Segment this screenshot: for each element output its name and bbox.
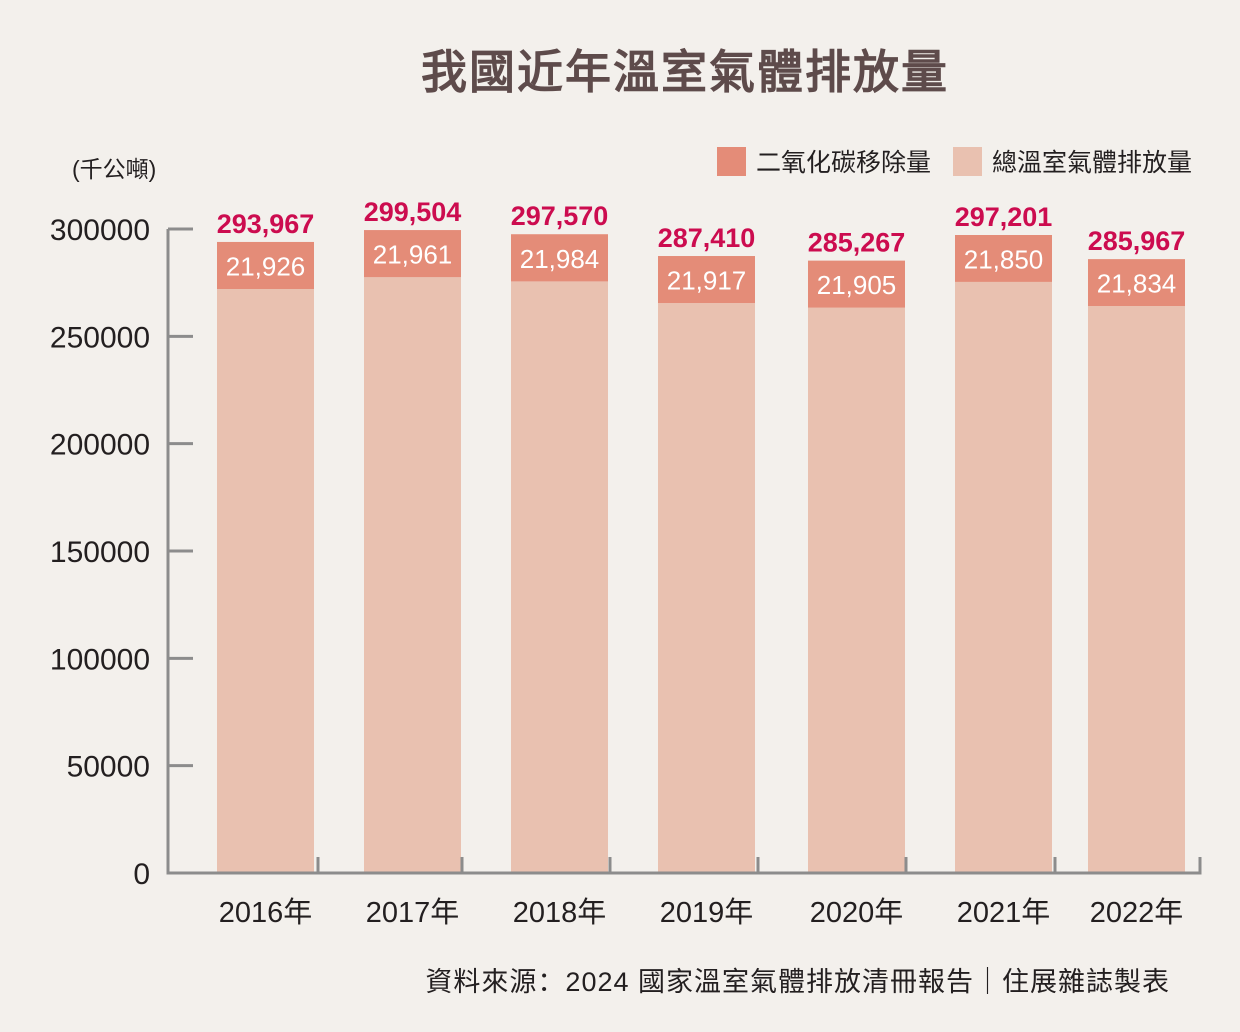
x-tick-label: 2019年 [660, 896, 754, 929]
bar-total-emission [808, 307, 905, 874]
legend-label-co2-removal: 二氧化碳移除量 [755, 149, 931, 177]
bar-total-emission [217, 289, 314, 873]
bar-total-emission [1088, 305, 1185, 873]
total-value-label: 285,267 [808, 228, 906, 258]
y-tick-label: 0 [133, 858, 150, 891]
bar-total-emission [955, 281, 1052, 873]
bar-co2-removal [511, 234, 608, 282]
y-tick-label: 300000 [50, 214, 150, 247]
bar-co2-removal [658, 256, 755, 304]
total-value-label: 285,967 [1088, 226, 1186, 256]
removal-value-label: 21,905 [817, 270, 897, 300]
y-tick-label: 200000 [50, 429, 150, 462]
legend-item-total-emission: 總溫室氣體排放量 [952, 143, 1192, 179]
x-tick-label: 2022年 [1090, 896, 1184, 929]
y-tick-label: 250000 [50, 321, 150, 354]
x-tick-label: 2016年 [219, 896, 313, 929]
removal-value-label: 21,984 [520, 244, 600, 274]
bar-co2-removal [955, 235, 1052, 282]
y-tick-label: 50000 [67, 751, 150, 784]
total-value-label: 297,201 [955, 202, 1053, 232]
bar-co2-removal [217, 241, 314, 290]
legend-item-co2-removal: 二氧化碳移除量 [716, 143, 931, 179]
x-tick-label: 2021年 [957, 896, 1051, 929]
total-value-label: 293,967 [217, 209, 315, 239]
legend-label-total-emission: 總溫室氣體排放量 [991, 149, 1192, 177]
bar-co2-removal [364, 230, 461, 278]
y-tick-label: 100000 [50, 643, 150, 676]
total-value-label: 297,570 [511, 201, 609, 231]
removal-value-label: 21,850 [964, 244, 1044, 274]
removal-value-label: 21,917 [667, 266, 747, 296]
legend: 二氧化碳移除量 總溫室氣體排放量 [716, 143, 1192, 179]
legend-swatch-total-emission [952, 146, 982, 176]
removal-value-label: 21,961 [373, 240, 453, 270]
bar-total-emission [364, 277, 461, 873]
legend-swatch-co2-removal [716, 146, 746, 176]
chart-title: 我國近年溫室氣體排放量 [421, 45, 949, 99]
total-value-label: 299,504 [364, 197, 462, 227]
bar-total-emission [511, 281, 608, 874]
bar-total-emission [658, 303, 755, 873]
total-value-label: 287,410 [658, 223, 756, 253]
y-axis-unit-label: (千公噸) [72, 156, 157, 182]
removal-value-label: 21,834 [1097, 269, 1177, 299]
removal-value-label: 21,926 [226, 251, 306, 281]
bar-co2-removal [808, 260, 905, 308]
x-tick-label: 2018年 [513, 896, 607, 929]
source-footnote: 資料來源：2024 國家溫室氣體排放清冊報告｜住展雜誌製表 [425, 967, 1170, 997]
bar-co2-removal [1088, 259, 1185, 306]
y-tick-label: 150000 [50, 536, 150, 569]
x-tick-label: 2017年 [366, 896, 460, 929]
x-tick-label: 2020年 [810, 896, 904, 929]
